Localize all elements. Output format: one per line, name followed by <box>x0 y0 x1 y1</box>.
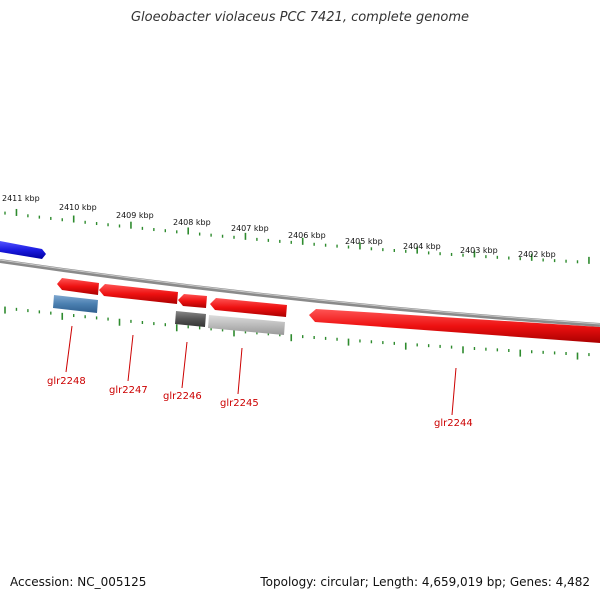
kbp-label: 2402 kbp <box>518 250 556 259</box>
gene-arrow-glr2244[interactable] <box>309 309 600 343</box>
gene-arrow-glr2247[interactable] <box>99 284 178 304</box>
map-title: Gloeobacter violaceus PCC 7421, complete… <box>130 10 470 25</box>
kbp-label: 2407 kbp <box>231 224 269 233</box>
gene-arrow-glr2246[interactable] <box>178 294 207 308</box>
gene-label-glr2244[interactable]: glr2244 <box>434 418 473 429</box>
gene-label-glr2245[interactable]: glr2245 <box>220 398 259 409</box>
forward-strand-genes <box>0 241 46 259</box>
accession-text: Accession: NC_005125 <box>10 575 147 589</box>
gene-arrow-glr2248[interactable] <box>57 278 99 295</box>
reverse-strand-genes <box>57 278 600 343</box>
genome-backbone-highlight <box>0 259 600 325</box>
outer-tick-ring <box>4 208 590 264</box>
gene-label-glr2247[interactable]: glr2247 <box>109 385 148 396</box>
kbp-label: 2404 kbp <box>403 242 441 251</box>
genome-backbone <box>0 259 600 327</box>
gene-arrow-glr2245[interactable] <box>210 298 287 317</box>
feature-block-light[interactable] <box>208 315 285 335</box>
gene-leader-lines <box>65 325 457 416</box>
kbp-labels: 2411 kbp 2410 kbp 2409 kbp 2408 kbp 2407… <box>2 194 556 259</box>
kbp-label: 2403 kbp <box>460 246 498 255</box>
kbp-label: 2411 kbp <box>2 194 40 203</box>
feature-block-dark[interactable] <box>175 311 206 327</box>
feature-blocks <box>53 295 285 335</box>
gene-label-glr2246[interactable]: glr2246 <box>163 391 202 402</box>
kbp-label: 2405 kbp <box>345 237 383 246</box>
kbp-label: 2406 kbp <box>288 231 326 240</box>
feature-block-steel[interactable] <box>53 295 98 313</box>
inner-tick-ring <box>4 306 590 360</box>
kbp-label: 2410 kbp <box>59 203 97 212</box>
gene-labels: glr2248 glr2247 glr2246 glr2245 glr2244 <box>47 376 473 429</box>
gene-label-glr2248[interactable]: glr2248 <box>47 376 86 387</box>
kbp-label: 2409 kbp <box>116 211 154 220</box>
kbp-label: 2408 kbp <box>173 218 211 227</box>
gene-arrow-blue[interactable] <box>0 241 46 259</box>
genome-summary-text: Topology: circular; Length: 4,659,019 bp… <box>260 575 590 589</box>
